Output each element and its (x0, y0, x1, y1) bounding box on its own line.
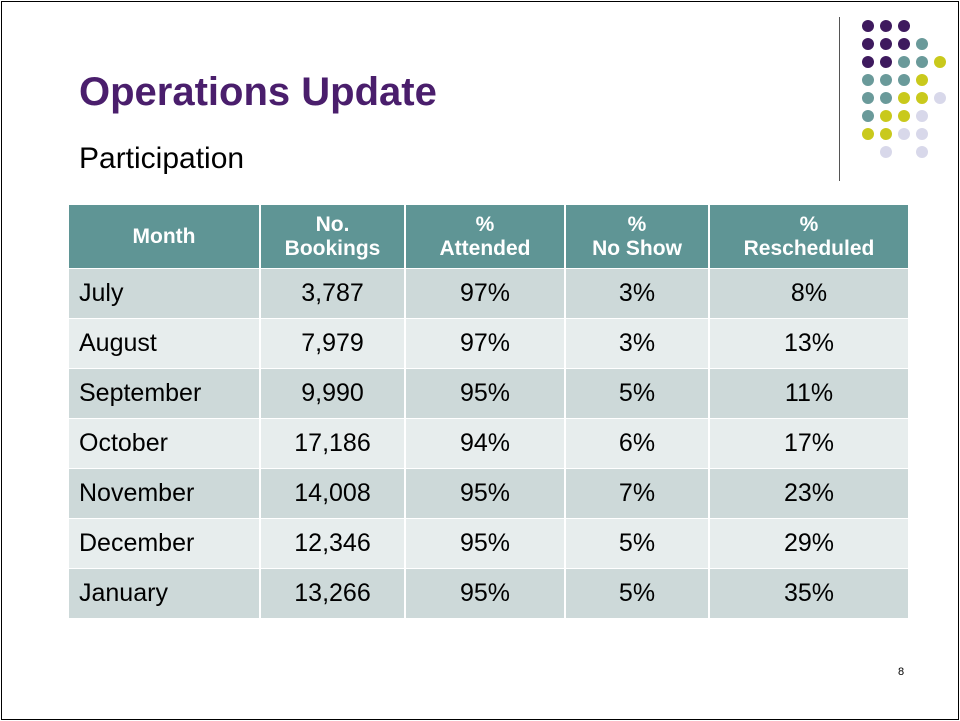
table-cell: December (69, 519, 260, 569)
table-cell: 7,979 (260, 319, 405, 369)
title: Operations Update (79, 70, 437, 115)
table-cell: November (69, 469, 260, 519)
dot-grid (862, 20, 946, 158)
header-line: Bookings (261, 237, 404, 261)
table-cell: 7% (565, 469, 709, 519)
table-cell: 97% (405, 269, 565, 319)
header-line: % (710, 213, 908, 237)
table-cell: 35% (709, 569, 908, 619)
table-cell: January (69, 569, 260, 619)
table-cell: 97% (405, 319, 565, 369)
table-cell: 17% (709, 419, 908, 469)
table-cell: 5% (565, 519, 709, 569)
header-line: Attended (406, 237, 564, 261)
page-number: 8 (898, 666, 904, 678)
table-cell: 94% (405, 419, 565, 469)
table-cell: 12,346 (260, 519, 405, 569)
table-cell: 5% (565, 369, 709, 419)
slide: Operations Update Participation MonthNo.… (1, 1, 959, 720)
column-header: %Rescheduled (709, 205, 908, 269)
table-cell: 13,266 (260, 569, 405, 619)
column-header: %Attended (405, 205, 565, 269)
divider (839, 17, 840, 181)
table-cell: August (69, 319, 260, 369)
table-cell: 6% (565, 419, 709, 469)
page: Operations Update Participation MonthNo.… (0, 0, 960, 721)
decoration (852, 12, 952, 162)
table-cell: 95% (405, 519, 565, 569)
table-cell: 13% (709, 319, 908, 369)
column-header: No.Bookings (260, 205, 405, 269)
column-header: Month (69, 205, 260, 269)
column-header: %No Show (565, 205, 709, 269)
table-cell: 95% (405, 469, 565, 519)
table-cell: September (69, 369, 260, 419)
table-cell: 3% (565, 319, 709, 369)
header-line: No. (261, 213, 404, 237)
table-cell: July (69, 269, 260, 319)
header-line: % (566, 213, 708, 237)
table-cell: 17,186 (260, 419, 405, 469)
subtitle: Participation (79, 142, 244, 176)
table-cell: 29% (709, 519, 908, 569)
header-line: Rescheduled (710, 237, 908, 261)
table-cell: 8% (709, 269, 908, 319)
table-cell: 5% (565, 569, 709, 619)
table-cell: 3,787 (260, 269, 405, 319)
table-cell: 23% (709, 469, 908, 519)
header-line: Month (69, 225, 259, 249)
header-line: % (406, 213, 564, 237)
table-cell: 14,008 (260, 469, 405, 519)
header-line: No Show (566, 237, 708, 261)
table-cell: 9,990 (260, 369, 405, 419)
table-cell: October (69, 419, 260, 469)
table-cell: 3% (565, 269, 709, 319)
table-cell: 11% (709, 369, 908, 419)
table-cell: 95% (405, 569, 565, 619)
table-cell: 95% (405, 369, 565, 419)
